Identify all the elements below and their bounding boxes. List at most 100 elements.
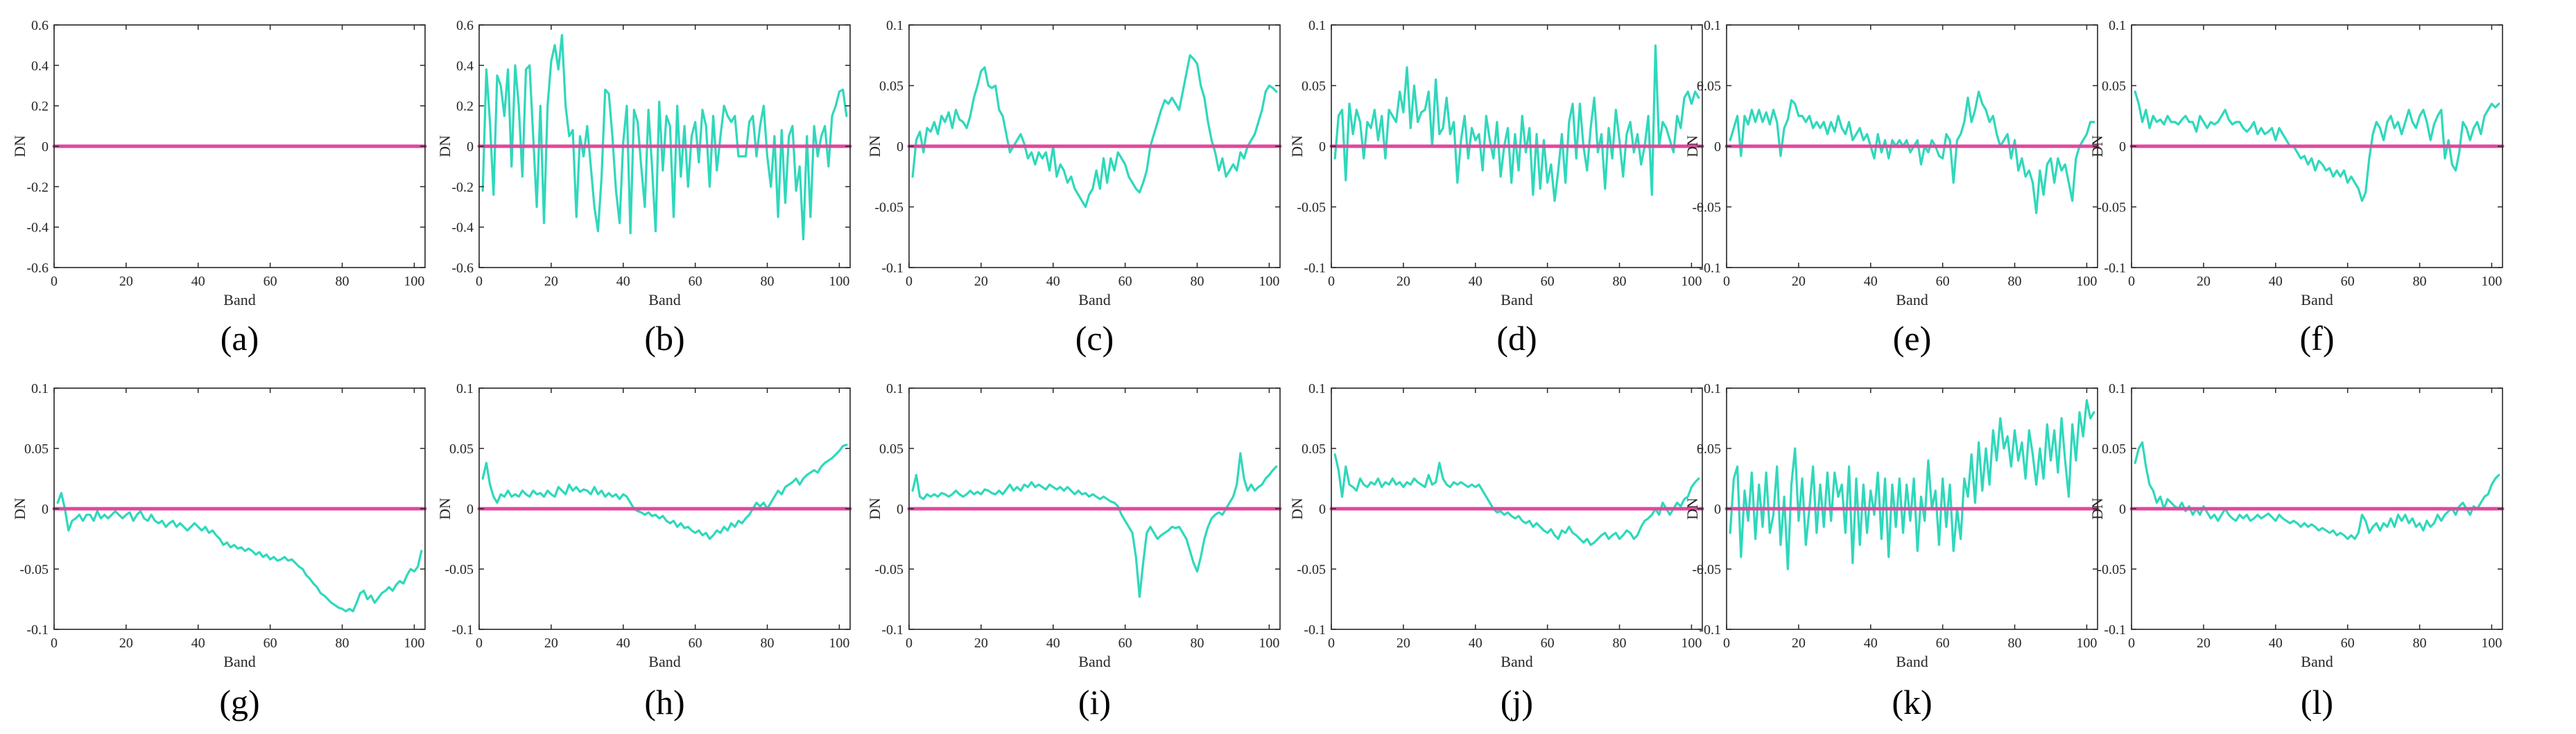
x-tick-label: 20 [544, 636, 558, 651]
y-tick-label: -0.1 [451, 622, 474, 638]
y-tick-label: 0.05 [1302, 442, 1326, 457]
x-axis-label: Band [223, 653, 255, 670]
chart-panel: 0 20 40 60 80 100 0.1 0.05 0 -0.05 -0.1 Band DN (j) [1288, 381, 1704, 722]
y-tick-label: -0.05 [1692, 562, 1721, 577]
y-tick-label: 0.4 [456, 58, 474, 73]
y-axis-label: DN [436, 498, 453, 520]
y-axis-label: DN [1288, 498, 1306, 520]
x-tick-label: 100 [2481, 274, 2502, 289]
spectrum-line [1729, 399, 2095, 570]
y-axis-label: DN [436, 135, 453, 157]
y-tick-label: -0.05 [874, 200, 904, 216]
x-tick-label: 60 [263, 274, 277, 289]
y-tick-label: 0.05 [879, 79, 904, 94]
x-tick-label: 80 [336, 274, 349, 289]
x-tick-label: 20 [119, 274, 133, 289]
x-tick-label: 40 [1046, 274, 1060, 289]
panel-label: (g) [219, 683, 259, 722]
x-tick-label: 0 [2128, 274, 2135, 289]
y-axis-label: DN [866, 135, 883, 157]
x-tick-label: 0 [906, 274, 913, 289]
x-tick-label: 100 [2481, 636, 2502, 651]
y-tick-label: 0.1 [1704, 381, 1721, 396]
y-axis-label: DN [866, 498, 883, 520]
x-tick-label: 0 [2128, 636, 2135, 651]
spectrum-line [911, 54, 1278, 209]
y-tick-label: -0.1 [881, 622, 904, 638]
x-tick-label: 60 [1541, 636, 1555, 651]
y-tick-label: 0.2 [31, 99, 49, 114]
x-tick-label: 80 [1613, 274, 1627, 289]
x-tick-label: 0 [906, 636, 913, 651]
x-tick-label: 100 [829, 274, 849, 289]
chart-panel: 0 20 40 60 80 100 0.1 0.05 0 -0.05 -0.1 Band DN (f) [2089, 18, 2505, 358]
x-tick-label: 60 [689, 274, 702, 289]
y-axis-label: DN [1684, 498, 1701, 520]
y-tick-label: 0 [1319, 139, 1326, 155]
x-tick-label: 60 [1118, 636, 1132, 651]
x-axis-label: Band [223, 291, 255, 308]
y-tick-label: -0.05 [2097, 562, 2126, 577]
y-tick-label: -0.05 [1297, 562, 1326, 577]
x-tick-label: 100 [1681, 636, 1702, 651]
y-tick-label: -0.4 [26, 220, 49, 236]
y-tick-label: -0.1 [1699, 622, 1721, 638]
panel-label: (j) [1501, 683, 1533, 722]
spectrum-line [2134, 90, 2500, 202]
y-tick-label: -0.2 [26, 180, 49, 195]
chart-panel: 0 20 40 60 80 100 0.1 0.05 0 -0.05 -0.1 Band DN (i) [866, 381, 1282, 722]
x-tick-label: 100 [1259, 274, 1279, 289]
y-tick-label: -0.2 [451, 180, 474, 195]
panel-label: (a) [221, 319, 259, 358]
y-tick-label: 0.1 [1308, 18, 1326, 33]
y-tick-label: 0.1 [1308, 381, 1326, 396]
panel-label: (e) [1893, 319, 1932, 358]
x-tick-label: 80 [2008, 636, 2022, 651]
x-tick-label: 20 [1397, 636, 1410, 651]
y-tick-label: 0 [42, 502, 49, 517]
y-tick-label: 0 [467, 502, 474, 517]
x-tick-label: 0 [1328, 636, 1335, 651]
x-tick-label: 20 [974, 636, 988, 651]
x-tick-label: 80 [1191, 636, 1204, 651]
panel-label: (i) [1078, 683, 1111, 722]
spectrum-line [1333, 44, 1700, 202]
panel-label: (b) [644, 319, 684, 358]
chart-panel: 0 20 40 60 80 100 0.1 0.05 0 -0.05 -0.1 Band DN (k) [1684, 381, 2100, 722]
y-tick-label: 0.05 [2102, 79, 2126, 94]
y-tick-label: 0.1 [886, 381, 904, 396]
panel-label: (k) [1892, 683, 1932, 722]
chart-panel: 0 20 40 60 80 100 0.1 0.05 0 -0.05 -0.1 Band DN (c) [866, 18, 1282, 358]
x-tick-label: 40 [2269, 274, 2283, 289]
y-tick-label: -0.1 [881, 261, 904, 276]
x-tick-label: 60 [1936, 636, 1950, 651]
y-tick-label: -0.1 [1304, 261, 1326, 276]
y-tick-label: -0.1 [1304, 622, 1326, 638]
y-tick-label: 0 [467, 139, 474, 155]
x-tick-label: 0 [51, 274, 58, 289]
x-tick-label: 0 [1723, 636, 1730, 651]
y-tick-label: 0 [897, 139, 904, 155]
x-axis-label: Band [2301, 653, 2333, 670]
y-tick-label: 0.05 [24, 442, 49, 457]
y-tick-label: 0.1 [1704, 18, 1721, 33]
chart-panel: 0 20 40 60 80 100 0.1 0.05 0 -0.05 -0.1 Band DN (e) [1684, 18, 2100, 358]
y-tick-label: 0.1 [456, 381, 474, 396]
y-tick-label: -0.05 [2097, 200, 2126, 216]
x-tick-label: 20 [2197, 636, 2211, 651]
chart-panel: 0 20 40 60 80 100 0.1 0.05 0 -0.05 -0.1 Band DN (d) [1288, 18, 1704, 358]
x-tick-label: 60 [689, 636, 702, 651]
spectrum-line [481, 33, 848, 241]
spectrum-line [1333, 453, 1700, 546]
y-axis-label: DN [1684, 135, 1701, 157]
x-tick-label: 100 [2076, 274, 2097, 289]
y-axis-label: DN [11, 135, 28, 157]
y-tick-label: 0.05 [1302, 79, 1326, 94]
x-axis-label: Band [1501, 291, 1532, 308]
spectrum-line [481, 444, 848, 541]
x-tick-label: 40 [1864, 636, 1878, 651]
x-tick-label: 0 [1723, 274, 1730, 289]
y-tick-label: -0.6 [451, 261, 474, 276]
x-tick-label: 20 [119, 636, 133, 651]
